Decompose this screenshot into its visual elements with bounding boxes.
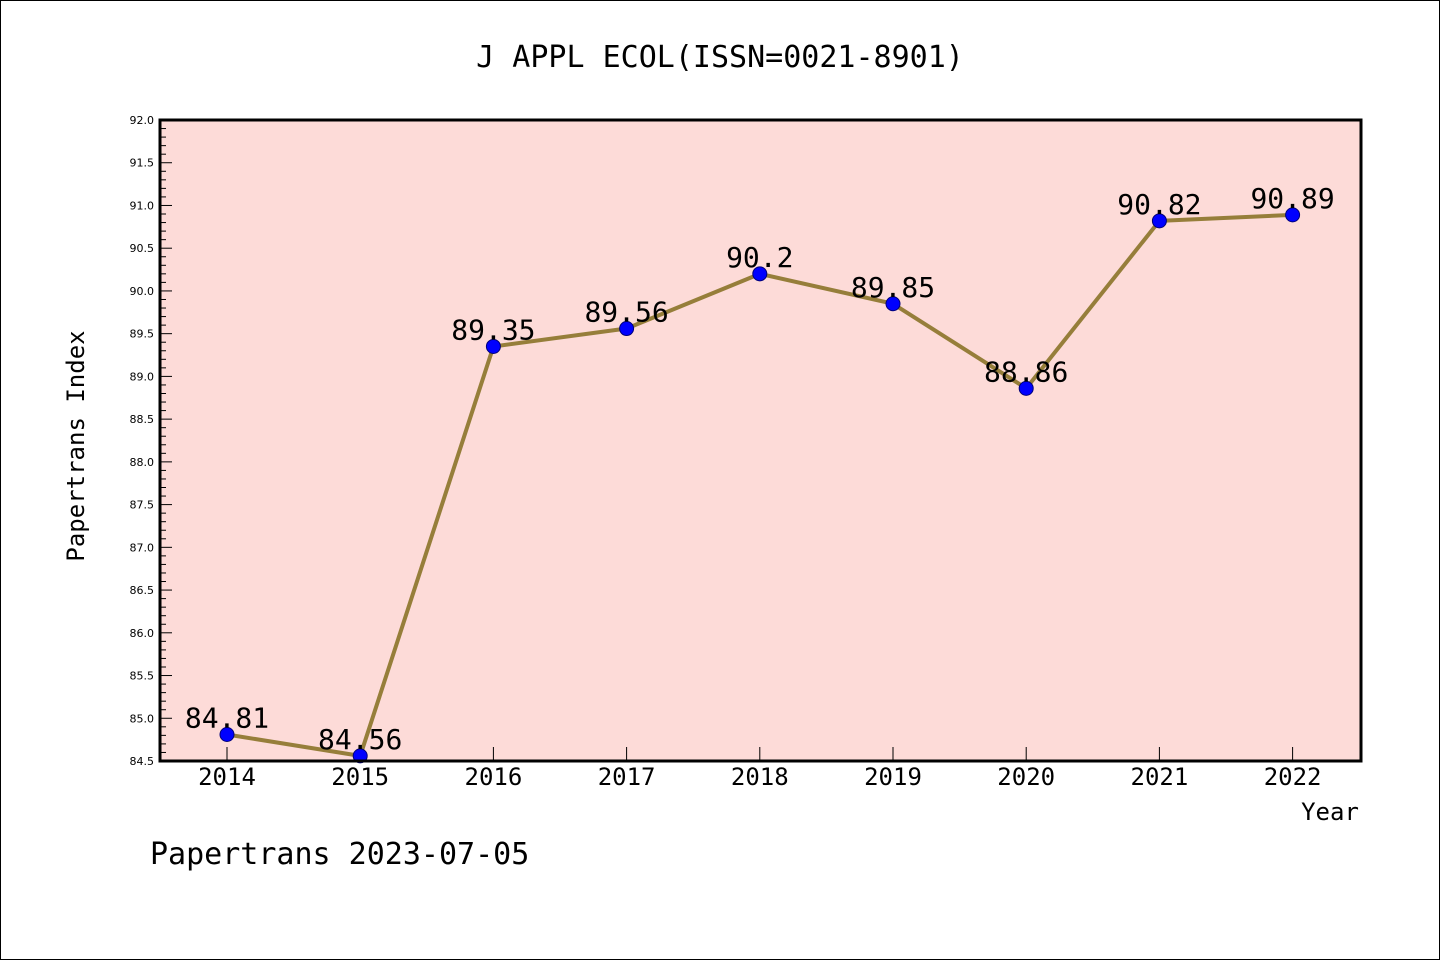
x-tick-label: 2017 [598, 763, 656, 791]
y-tick-label: 85.5 [130, 670, 155, 683]
data-point [619, 321, 635, 337]
y-tick-label: 89.0 [130, 370, 155, 383]
y-tick-label: 88.0 [130, 456, 155, 469]
data-label: 89.35 [451, 313, 535, 346]
footer-date: Papertrans 2023-07-05 [150, 837, 529, 872]
series-layer: 84.81 84.56 89.35 89.56 90.2 89.85 88.86 90.82 9… [185, 182, 1335, 764]
data-label: 89.56 [584, 296, 668, 329]
data-point [885, 296, 901, 312]
y-tick-label: 86.5 [130, 584, 155, 597]
y-axis-title: Papertrans Index [62, 330, 90, 561]
y-tick-label: 87.0 [130, 541, 155, 554]
data-label: 84.81 [185, 702, 269, 735]
x-tick-label: 2022 [1264, 763, 1322, 791]
x-tick-label: 2021 [1131, 763, 1189, 791]
y-tick-label: 88.5 [130, 413, 155, 426]
y-tick-label: 90.5 [130, 242, 155, 255]
y-tick-label: 84.5 [130, 755, 155, 768]
x-axis: 2014 2015 2016 2017 2018 2019 2020 2021 2022 [198, 747, 1321, 791]
x-tick-label: 2019 [864, 763, 922, 791]
data-point [752, 266, 768, 282]
x-tick-label: 2014 [198, 763, 256, 791]
x-axis-title: Year [1301, 798, 1359, 826]
y-tick-label: 91.0 [130, 199, 155, 212]
x-tick-label: 2016 [465, 763, 523, 791]
data-point [485, 338, 501, 354]
data-point [352, 748, 368, 764]
y-tick-label: 85.0 [130, 712, 155, 725]
y-tick-label: 90.0 [130, 285, 155, 298]
data-label: 90.2 [726, 241, 793, 274]
x-tick-label: 2018 [731, 763, 789, 791]
y-axis: 84.5 85.0 85.5 86.0 86.5 87.0 87.5 88.0 88.5 89.0… [130, 114, 172, 768]
data-label: 89.85 [851, 271, 935, 304]
data-point [1018, 380, 1034, 396]
data-label: 88.86 [984, 355, 1068, 388]
y-tick-label: 92.0 [130, 114, 155, 127]
y-tick-label: 91.5 [130, 157, 155, 170]
data-point [1285, 207, 1301, 223]
data-label: 90.89 [1250, 182, 1334, 215]
data-point [1151, 213, 1167, 229]
data-label: 90.82 [1117, 188, 1201, 221]
chart-title: J APPL ECOL(ISSN=0021-8901) [476, 40, 964, 75]
data-point [219, 727, 235, 743]
x-tick-label: 2015 [331, 763, 389, 791]
y-tick-label: 87.5 [130, 499, 155, 512]
x-tick-label: 2020 [997, 763, 1055, 791]
y-tick-label: 89.5 [130, 328, 155, 341]
data-label: 84.56 [318, 723, 402, 756]
plot-border [158, 118, 1363, 763]
y-tick-label: 86.0 [130, 627, 155, 640]
